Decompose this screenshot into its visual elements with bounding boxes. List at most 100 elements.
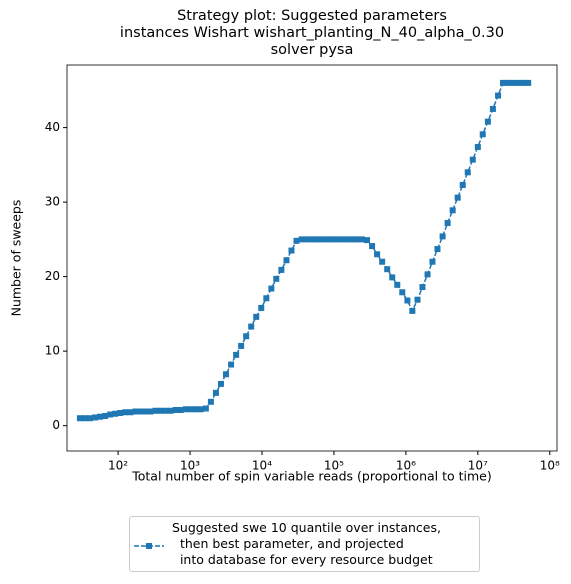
point <box>404 297 411 304</box>
point <box>409 307 416 314</box>
point <box>132 408 139 415</box>
point <box>333 236 340 243</box>
point <box>505 79 512 86</box>
x-tick-label: 10⁶ <box>396 459 416 473</box>
point <box>217 380 224 387</box>
point <box>459 181 466 188</box>
point <box>268 285 275 292</box>
point <box>207 398 214 405</box>
point <box>152 407 159 414</box>
point <box>187 406 194 413</box>
point <box>343 236 350 243</box>
x-tick-label: 10⁴ <box>252 459 272 473</box>
point <box>263 295 270 302</box>
point <box>303 236 310 243</box>
point <box>117 409 124 416</box>
point <box>434 246 441 253</box>
point <box>182 406 189 413</box>
point <box>228 361 235 368</box>
point <box>369 243 376 250</box>
y-tick-label: 0 <box>52 418 60 432</box>
point <box>122 409 129 416</box>
point <box>308 236 315 243</box>
x-tick-label: 10⁷ <box>468 459 488 473</box>
point <box>278 266 285 273</box>
y-tick-label: 10 <box>45 344 60 358</box>
point <box>137 408 144 415</box>
point <box>439 233 446 240</box>
point <box>414 296 421 303</box>
point <box>82 415 89 422</box>
point <box>172 407 179 414</box>
point <box>323 236 330 243</box>
point <box>177 407 184 414</box>
point <box>212 389 219 396</box>
point <box>469 156 476 163</box>
point <box>142 408 149 415</box>
point <box>464 169 471 176</box>
point <box>515 79 522 86</box>
point <box>510 79 517 86</box>
series-line <box>79 82 529 419</box>
point <box>384 266 391 273</box>
x-tick-label: 10⁵ <box>324 459 344 473</box>
point <box>167 407 174 414</box>
point <box>238 342 245 349</box>
point <box>97 413 104 420</box>
point <box>520 79 527 86</box>
legend-square <box>146 543 152 549</box>
point <box>112 410 119 417</box>
x-tick-label: 10² <box>108 459 128 473</box>
point <box>147 408 154 415</box>
point <box>500 79 507 86</box>
point <box>253 313 260 320</box>
point <box>298 236 305 243</box>
point <box>495 92 502 99</box>
point <box>197 406 204 413</box>
x-tick-label: 10⁸ <box>540 459 560 473</box>
point <box>313 236 320 243</box>
legend-label: Suggested swe 10 quantile over instances… <box>172 520 441 567</box>
point <box>394 281 401 288</box>
point <box>258 304 265 311</box>
point <box>127 409 134 416</box>
y-tick-label: 20 <box>45 269 60 283</box>
x-tick-label: 10³ <box>180 459 200 473</box>
point <box>248 323 255 330</box>
point <box>489 105 496 112</box>
y-axis-label: Number of sweeps <box>9 200 24 317</box>
point <box>379 258 386 265</box>
point <box>243 333 250 340</box>
x-axis-label: Total number of spin variable reads (pro… <box>131 469 492 484</box>
point <box>363 237 370 244</box>
point <box>76 415 83 422</box>
point <box>444 219 451 226</box>
legend: Suggested swe 10 quantile over instances… <box>129 516 480 572</box>
point <box>454 194 461 201</box>
point <box>424 271 431 278</box>
point <box>389 274 396 281</box>
point <box>283 257 290 264</box>
point <box>233 351 240 358</box>
point <box>474 143 481 150</box>
point <box>107 411 114 418</box>
point <box>192 406 199 413</box>
y-tick-label: 30 <box>45 195 60 209</box>
point <box>162 407 169 414</box>
point <box>222 371 229 378</box>
point <box>92 414 99 421</box>
point <box>288 247 295 254</box>
point <box>157 407 164 414</box>
chart-title: Strategy plot: Suggested parameters inst… <box>119 8 505 58</box>
y-tick-label: 40 <box>45 120 60 134</box>
point <box>374 251 381 258</box>
point <box>338 236 345 243</box>
point <box>273 275 280 282</box>
point <box>293 237 300 244</box>
point <box>202 405 209 412</box>
point <box>419 284 426 291</box>
point <box>449 207 456 214</box>
plot-frame <box>66 64 558 452</box>
point <box>484 118 491 125</box>
